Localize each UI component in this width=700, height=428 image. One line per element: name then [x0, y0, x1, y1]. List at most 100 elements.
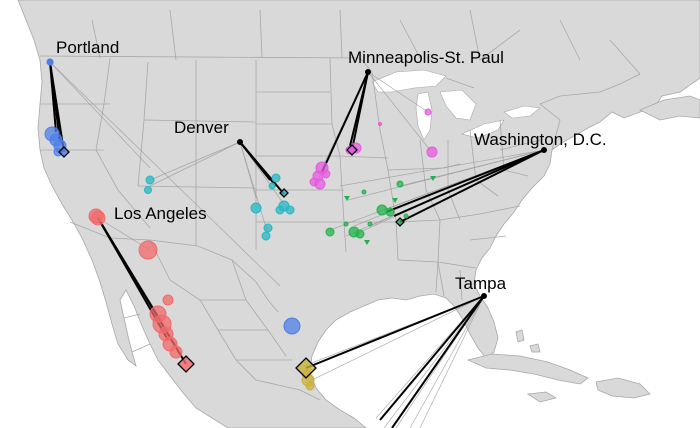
- faint-link: [367, 71, 431, 151]
- cluster-point: [367, 221, 373, 227]
- border-line-30: [539, 103, 561, 151]
- cluster-point: [169, 345, 183, 359]
- border-line-25: [499, 139, 541, 151]
- cluster-point: [309, 177, 319, 187]
- border-line-7: [137, 185, 257, 189]
- tampa-point: [481, 293, 487, 299]
- dark-link: [305, 295, 485, 369]
- hispaniola-land: [595, 377, 651, 399]
- minneapolis-cluster: [309, 108, 438, 190]
- cluster-triangle: [344, 196, 350, 201]
- faint-link: [49, 61, 151, 169]
- border-line-22: [447, 140, 461, 221]
- state-borders: [39, 9, 641, 401]
- faint-link: [383, 295, 485, 428]
- minneapolis-point: [365, 69, 371, 75]
- cuba-land: [466, 353, 589, 385]
- bahamas-land: [515, 329, 541, 353]
- cluster-point: [378, 122, 382, 126]
- portland-point: [46, 58, 54, 66]
- border-line-17: [339, 155, 389, 159]
- lake-ontario: [503, 105, 541, 119]
- city-label-portland: Portland: [56, 38, 120, 57]
- hub-diamonds: [58, 144, 405, 379]
- hub-diamond: [177, 355, 195, 373]
- dark-link: [239, 141, 271, 181]
- denver-point: [237, 139, 243, 145]
- lake-huron: [439, 89, 477, 121]
- faint-link: [239, 141, 269, 235]
- cluster-triangle: [364, 240, 370, 245]
- city-label-washington: Washington, D.C.: [474, 130, 607, 149]
- cluster-point: [343, 221, 349, 227]
- cluster-point: [138, 240, 158, 260]
- border-line-39: [123, 313, 151, 353]
- great-lakes: [371, 69, 541, 141]
- cluster-point: [275, 205, 285, 215]
- cluster-point: [403, 213, 409, 219]
- cluster-point: [385, 207, 395, 217]
- hub-diamond: [395, 217, 405, 227]
- cluster-point: [321, 169, 331, 179]
- dark-link: [379, 295, 485, 421]
- cluster-point: [144, 186, 152, 194]
- cluster-point: [355, 229, 365, 239]
- city-label-tampa: Tampa: [455, 274, 507, 293]
- cluster-point: [162, 294, 174, 306]
- washington-point: [541, 147, 547, 153]
- dark-link: [385, 149, 545, 213]
- cluster-point: [250, 202, 262, 214]
- dark-link: [399, 149, 545, 223]
- los-angeles-point: [90, 210, 106, 226]
- border-line-28: [437, 261, 445, 297]
- border-canada-us: [39, 55, 641, 105]
- cluster-point: [263, 223, 273, 233]
- border-line-32: [91, 9, 343, 61]
- border-line-5: [143, 119, 257, 123]
- faint-link: [307, 295, 485, 383]
- cluster-point: [268, 182, 276, 190]
- cluster-point: [361, 189, 367, 195]
- denver-cluster: [144, 173, 295, 241]
- dark-link: [391, 295, 485, 428]
- cluster-point: [325, 227, 335, 237]
- lake-michigan: [415, 91, 433, 141]
- hub-diamond: [58, 146, 70, 158]
- lake-erie: [461, 119, 505, 139]
- faint-link: [409, 295, 485, 428]
- city-label-los-angeles: Los Angeles: [114, 204, 207, 223]
- nova-scotia-land: [639, 95, 700, 121]
- faint-link: [367, 71, 429, 113]
- cluster-point: [145, 175, 155, 185]
- border-us-mexico: [69, 221, 279, 313]
- hub-diamond: [279, 188, 289, 198]
- cluster-point: [261, 231, 271, 241]
- city-label-denver: Denver: [174, 118, 229, 137]
- cluster-point: [283, 317, 301, 335]
- cluster-point: [376, 204, 388, 216]
- dark-link: [49, 61, 61, 143]
- border-line-29: [459, 269, 463, 301]
- dark-link: [97, 217, 161, 321]
- dark-link: [349, 71, 369, 147]
- jamaica-land: [526, 391, 558, 403]
- cluster-triangle: [392, 198, 398, 203]
- border-line-38: [255, 379, 321, 401]
- cluster-point: [424, 108, 432, 116]
- hub-diamond: [346, 144, 358, 156]
- cluster-point: [285, 205, 295, 215]
- dark-link: [321, 71, 369, 173]
- cluster-point: [426, 146, 438, 158]
- cluster-triangle: [430, 176, 436, 181]
- washington-cluster: [325, 176, 436, 245]
- cluster-point: [305, 381, 315, 391]
- border-line-33: [149, 239, 257, 381]
- faint-link: [419, 295, 485, 428]
- cluster-point: [271, 173, 281, 183]
- faint-link: [339, 149, 545, 187]
- border-line-21: [419, 139, 441, 293]
- cluster-point: [396, 180, 404, 188]
- border-line-34: [231, 259, 287, 357]
